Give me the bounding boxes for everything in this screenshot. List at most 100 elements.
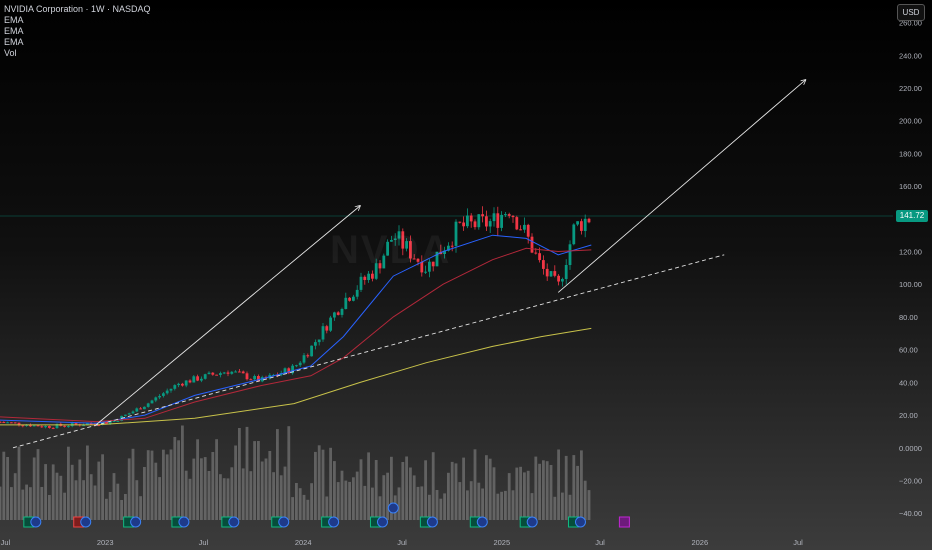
ema-indicator-3[interactable]: EMA: [4, 37, 24, 47]
volume-bar: [538, 463, 541, 520]
volume-bar: [469, 481, 473, 520]
volume-bar: [192, 458, 196, 520]
candle-body: [245, 373, 249, 380]
candle-body: [29, 424, 32, 427]
trend-lines: [12, 80, 806, 449]
candle-body: [162, 393, 165, 396]
volume-bar: [496, 493, 500, 520]
volume-bar: [272, 472, 275, 520]
candle-body: [306, 355, 310, 357]
dividend-icon: [526, 516, 538, 528]
volume-bar: [333, 461, 336, 520]
candle-body: [568, 244, 572, 265]
volume-bar: [485, 455, 488, 520]
volume-bar: [492, 467, 496, 520]
dividend-icon: [228, 516, 240, 528]
volume-bar: [177, 440, 180, 520]
volume-bar: [120, 500, 123, 520]
volume-bar: [44, 464, 47, 520]
candle-body: [371, 273, 374, 279]
volume-bar: [523, 472, 526, 520]
volume-bar: [139, 496, 142, 520]
candle-body: [561, 279, 564, 282]
y-tick-label: 240.00: [899, 51, 922, 60]
volume-bar: [390, 456, 393, 520]
y-tick-label: 180.00: [899, 149, 922, 158]
volume-bar: [21, 489, 25, 520]
volume-bar: [230, 467, 234, 520]
candle-body: [564, 265, 568, 279]
candle-body: [146, 403, 150, 407]
candle-body: [352, 296, 355, 301]
candle-body: [511, 215, 515, 218]
ema-indicator-2[interactable]: EMA: [4, 26, 24, 36]
candle-body: [397, 231, 401, 239]
volume-indicator[interactable]: Vol: [4, 48, 17, 58]
volume-bar: [253, 441, 256, 520]
candle-body: [374, 263, 378, 279]
currency-button[interactable]: USD: [897, 4, 925, 21]
candle-body: [234, 371, 237, 373]
candle-body: [344, 297, 348, 309]
volume-bar: [363, 485, 367, 520]
volume-bar: [355, 471, 359, 520]
candle-body: [36, 425, 40, 427]
volume-bar: [55, 472, 59, 520]
volume-bar: [181, 425, 184, 520]
candle-body: [336, 312, 340, 315]
volume-bar: [298, 488, 302, 520]
x-tick-label: Jul: [1, 538, 11, 547]
candle-body: [469, 215, 473, 222]
volume-bar: [219, 474, 222, 520]
volume-bar: [135, 480, 139, 520]
volume-bar: [257, 441, 260, 520]
volume-bar: [336, 482, 340, 520]
volume-bar: [561, 492, 564, 520]
volume-bar: [234, 445, 237, 520]
volume-bar: [188, 478, 192, 520]
volume-bar: [435, 490, 439, 520]
candle-body: [553, 271, 557, 276]
ema-indicator-1[interactable]: EMA: [4, 15, 24, 25]
candle-body: [576, 221, 579, 225]
volume-bar: [302, 494, 306, 520]
candle-body: [32, 425, 36, 427]
candle-body: [222, 372, 226, 374]
candle-body: [139, 408, 142, 410]
volume-bar: [526, 470, 530, 520]
volume-bar: [397, 487, 401, 520]
volume-bar: [249, 471, 253, 520]
candle-body: [116, 421, 120, 422]
candle-body: [105, 421, 108, 424]
volume-bar: [78, 459, 82, 520]
volume-bar: [245, 426, 249, 520]
volume-bar: [386, 472, 389, 520]
volume-bar: [454, 463, 458, 520]
symbol-title[interactable]: NVIDIA Corporation · 1W · NASDAQ: [4, 4, 151, 14]
symbol-watermark: NVDA: [330, 228, 452, 272]
volume-bar: [105, 498, 108, 520]
volume-bar: [25, 484, 28, 520]
candle-body: [424, 271, 427, 273]
volume-bars: [0, 425, 591, 520]
volume-bar: [196, 439, 199, 520]
dividend-icon: [130, 516, 142, 528]
ema-lines: [0, 234, 592, 426]
candle-body: [378, 263, 382, 269]
candle-body: [329, 317, 332, 331]
candle-body: [108, 421, 112, 424]
ema-mid-line: [0, 247, 592, 423]
candle-body: [435, 251, 439, 267]
candle-body: [515, 217, 519, 230]
y-tick-label: 200.00: [899, 117, 922, 126]
candle-body: [416, 258, 420, 262]
volume-bar: [416, 486, 420, 520]
volume-bar: [314, 451, 317, 520]
candle-body: [523, 224, 526, 230]
volume-bar: [165, 454, 169, 520]
candle-body: [200, 378, 203, 381]
candle-body: [89, 423, 93, 425]
candle-body: [302, 355, 306, 363]
volume-bar: [59, 475, 63, 520]
